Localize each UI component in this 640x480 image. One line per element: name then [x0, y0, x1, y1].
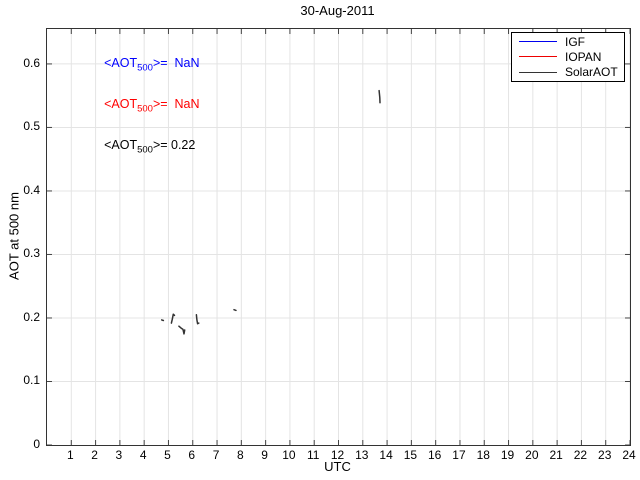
x-tick-label: 17: [452, 448, 466, 462]
x-axis-label: UTC: [324, 459, 351, 474]
y-tick-label: 0.2: [23, 309, 40, 324]
y-tick-label: 0.5: [23, 119, 40, 134]
data-segment-solaraot: [170, 313, 176, 324]
x-tick-label: 10: [282, 448, 296, 462]
y-tick-label: 0.4: [23, 182, 40, 197]
plot-area: <AOT500>= NaN <AOT500>= NaN <AOT500>= 0.22: [46, 28, 631, 446]
x-tick-label: 2: [91, 448, 98, 462]
x-tick-label: 8: [236, 448, 244, 462]
legend-label-solaraot: SolarAOT: [565, 65, 618, 80]
x-tick-label: 19: [500, 448, 515, 462]
x-tick-label: 18: [476, 448, 490, 462]
x-tick-label: 3: [115, 448, 123, 462]
iopan-line-sample-icon: [519, 56, 557, 58]
x-tick-label: 6: [188, 448, 196, 462]
x-tick-label: 4: [139, 448, 147, 462]
x-tick-label: 7: [212, 448, 220, 462]
x-tick-label: 22: [573, 448, 588, 462]
x-tick-label: 11: [306, 448, 320, 462]
data-segment-solaraot: [178, 325, 186, 335]
x-tick-label: 1: [66, 448, 74, 462]
y-axis-label: AOT at 500 nm: [6, 192, 22, 280]
data-segment-solaraot: [160, 319, 165, 322]
igf-line-sample-icon: [519, 41, 557, 43]
aot-mean-annotation: <AOT500>= NaN: [104, 55, 200, 74]
legend-label-igf: IGF: [565, 34, 585, 49]
legend-label-iopan: IOPAN: [565, 49, 602, 64]
x-tick-label: 15: [403, 448, 418, 462]
x-tick-label: 5: [164, 448, 171, 462]
x-tick-label: 14: [379, 448, 393, 462]
plot-canvas: [47, 29, 630, 445]
y-tick-label: 0.6: [23, 55, 40, 70]
y-tick-label: 0.1: [23, 373, 40, 388]
x-tick-label: 12: [330, 448, 345, 462]
y-tick-label: 0.3: [23, 246, 40, 261]
legend-entry-iopan: IOPAN: [512, 50, 624, 64]
data-segment-solaraot: [378, 89, 381, 104]
y-tick-label: 0: [33, 437, 40, 451]
legend: IGF IOPAN SolarAOT: [511, 32, 625, 82]
data-segment-solaraot: [195, 314, 200, 325]
x-tick-label: 16: [427, 448, 442, 462]
x-tick-label: 24: [622, 448, 636, 462]
x-tick-label: 9: [261, 448, 268, 462]
solaraot-line-sample-icon: [519, 71, 557, 73]
legend-entry-igf: IGF: [512, 35, 624, 49]
chart-title: 30-Aug-2011: [300, 3, 375, 18]
legend-entry-solaraot: SolarAOT: [512, 65, 624, 79]
data-segment-solaraot: [233, 308, 237, 312]
aot-mean-annotation: <AOT500>= 0.22: [104, 138, 196, 156]
x-tick-label: 23: [598, 448, 612, 462]
x-tick-label: 20: [525, 448, 539, 462]
x-tick-label: 21: [549, 448, 563, 462]
x-tick-label: 13: [355, 448, 369, 462]
aot-mean-annotation: <AOT500>= NaN: [104, 97, 200, 115]
